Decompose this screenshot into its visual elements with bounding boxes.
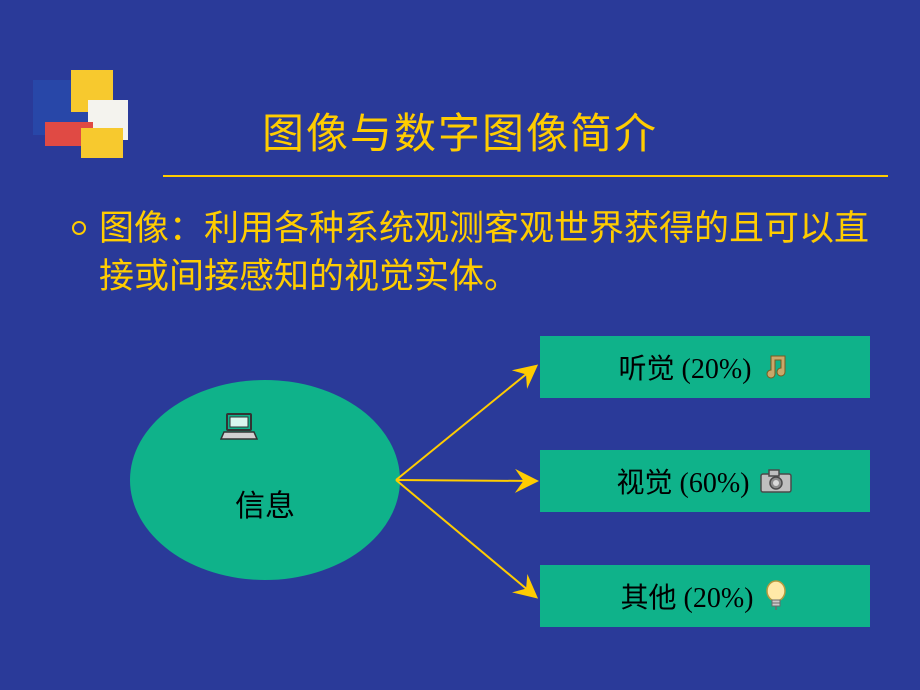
category-box: 听觉 (20%) bbox=[540, 336, 870, 398]
laptop-icon bbox=[220, 412, 258, 447]
music-icon bbox=[761, 352, 791, 382]
bulb-icon bbox=[763, 579, 789, 613]
source-ellipse: 信息 bbox=[130, 380, 400, 580]
category-label: 视觉 (60%) bbox=[617, 461, 750, 501]
category-box: 视觉 (60%) bbox=[540, 450, 870, 512]
slide: 图像与数字图像简介 图像：利用各种系统观测客观世界获得的且可以直接或间接感知的视… bbox=[0, 0, 920, 690]
body-text: 图像：利用各种系统观测客观世界获得的且可以直接或间接感知的视觉实体。 bbox=[99, 205, 881, 302]
source-label: 信息 bbox=[130, 481, 400, 525]
title-underline bbox=[163, 175, 888, 177]
bullet-icon bbox=[72, 221, 86, 235]
camera-icon bbox=[759, 468, 793, 494]
category-label: 听觉 (20%) bbox=[619, 347, 752, 387]
slide-title: 图像与数字图像简介 bbox=[0, 100, 920, 161]
category-label: 其他 (20%) bbox=[621, 576, 754, 616]
category-box: 其他 (20%) bbox=[540, 565, 870, 627]
